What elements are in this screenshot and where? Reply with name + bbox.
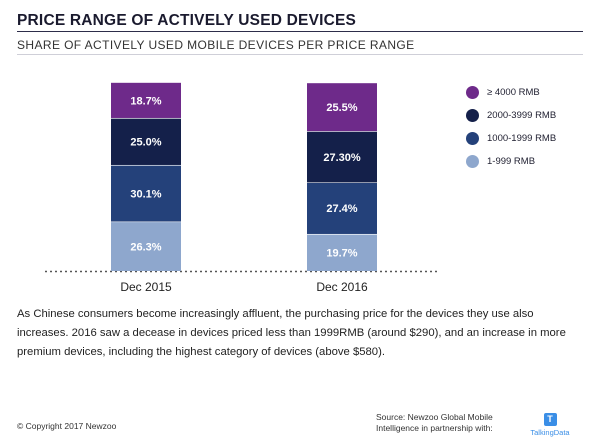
legend-swatch-icon bbox=[466, 86, 479, 99]
legend-label: 2000-3999 RMB bbox=[487, 110, 557, 121]
bar-segment bbox=[111, 221, 181, 271]
data-label: 25.0% bbox=[130, 136, 161, 148]
talkingdata-logo-text: TalkingData bbox=[530, 428, 570, 437]
bar-segment bbox=[307, 83, 377, 132]
source-text: Source: Newzoo Global Mobile Intelligenc… bbox=[376, 412, 493, 434]
talkingdata-logo: T TalkingData bbox=[523, 409, 577, 437]
bar-segment bbox=[307, 131, 377, 183]
data-label: 27.4% bbox=[326, 203, 357, 215]
bar-segment bbox=[111, 117, 181, 165]
bar-segment bbox=[111, 164, 181, 222]
legend-swatch-icon bbox=[466, 155, 479, 168]
page-subtitle: SHARE OF ACTIVELY USED MOBILE DEVICES PE… bbox=[17, 38, 415, 52]
category-label: Dec 2015 bbox=[120, 280, 172, 294]
bar-segment bbox=[307, 182, 377, 234]
data-label: 18.7% bbox=[130, 95, 161, 107]
copyright-text: © Copyright 2017 Newzoo bbox=[17, 421, 117, 431]
bar-segment bbox=[307, 233, 377, 271]
stacked-bar-chart: 26.3% 30.1% 25.0% 18.7% Dec 2015 19.7% 27.4% 27… bbox=[45, 82, 440, 294]
data-label: 19.7% bbox=[326, 247, 357, 259]
legend-swatch-icon bbox=[466, 132, 479, 145]
page-title: PRICE RANGE OF ACTIVELY USED DEVICES bbox=[17, 12, 357, 29]
title-rule bbox=[17, 31, 583, 32]
legend-item: ≥ 4000 RMB bbox=[466, 82, 596, 103]
source-line-1: Source: Newzoo Global Mobile bbox=[376, 412, 493, 422]
data-label: 27.30% bbox=[323, 152, 361, 164]
legend-label: 1000-1999 RMB bbox=[487, 133, 557, 144]
legend: ≥ 4000 RMB 2000-3999 RMB 1000-1999 RMB 1… bbox=[466, 82, 596, 174]
legend-item: 1-999 RMB bbox=[466, 151, 596, 172]
data-label: 30.1% bbox=[130, 188, 161, 200]
legend-label: 1-999 RMB bbox=[487, 156, 536, 167]
bar-segment bbox=[111, 82, 181, 118]
data-label: 25.5% bbox=[326, 102, 357, 114]
description-text: As Chinese consumers become increasingly… bbox=[17, 308, 566, 358]
legend-item: 2000-3999 RMB bbox=[466, 105, 596, 126]
talkingdata-icon: T bbox=[543, 413, 557, 426]
data-label: 26.3% bbox=[130, 241, 161, 253]
legend-item: 1000-1999 RMB bbox=[466, 128, 596, 149]
source-line-2: Intelligence in partnership with: bbox=[376, 423, 493, 433]
subtitle-rule bbox=[17, 54, 583, 55]
legend-label: ≥ 4000 RMB bbox=[487, 87, 540, 98]
legend-swatch-icon bbox=[466, 109, 479, 122]
category-label: Dec 2016 bbox=[316, 280, 368, 294]
